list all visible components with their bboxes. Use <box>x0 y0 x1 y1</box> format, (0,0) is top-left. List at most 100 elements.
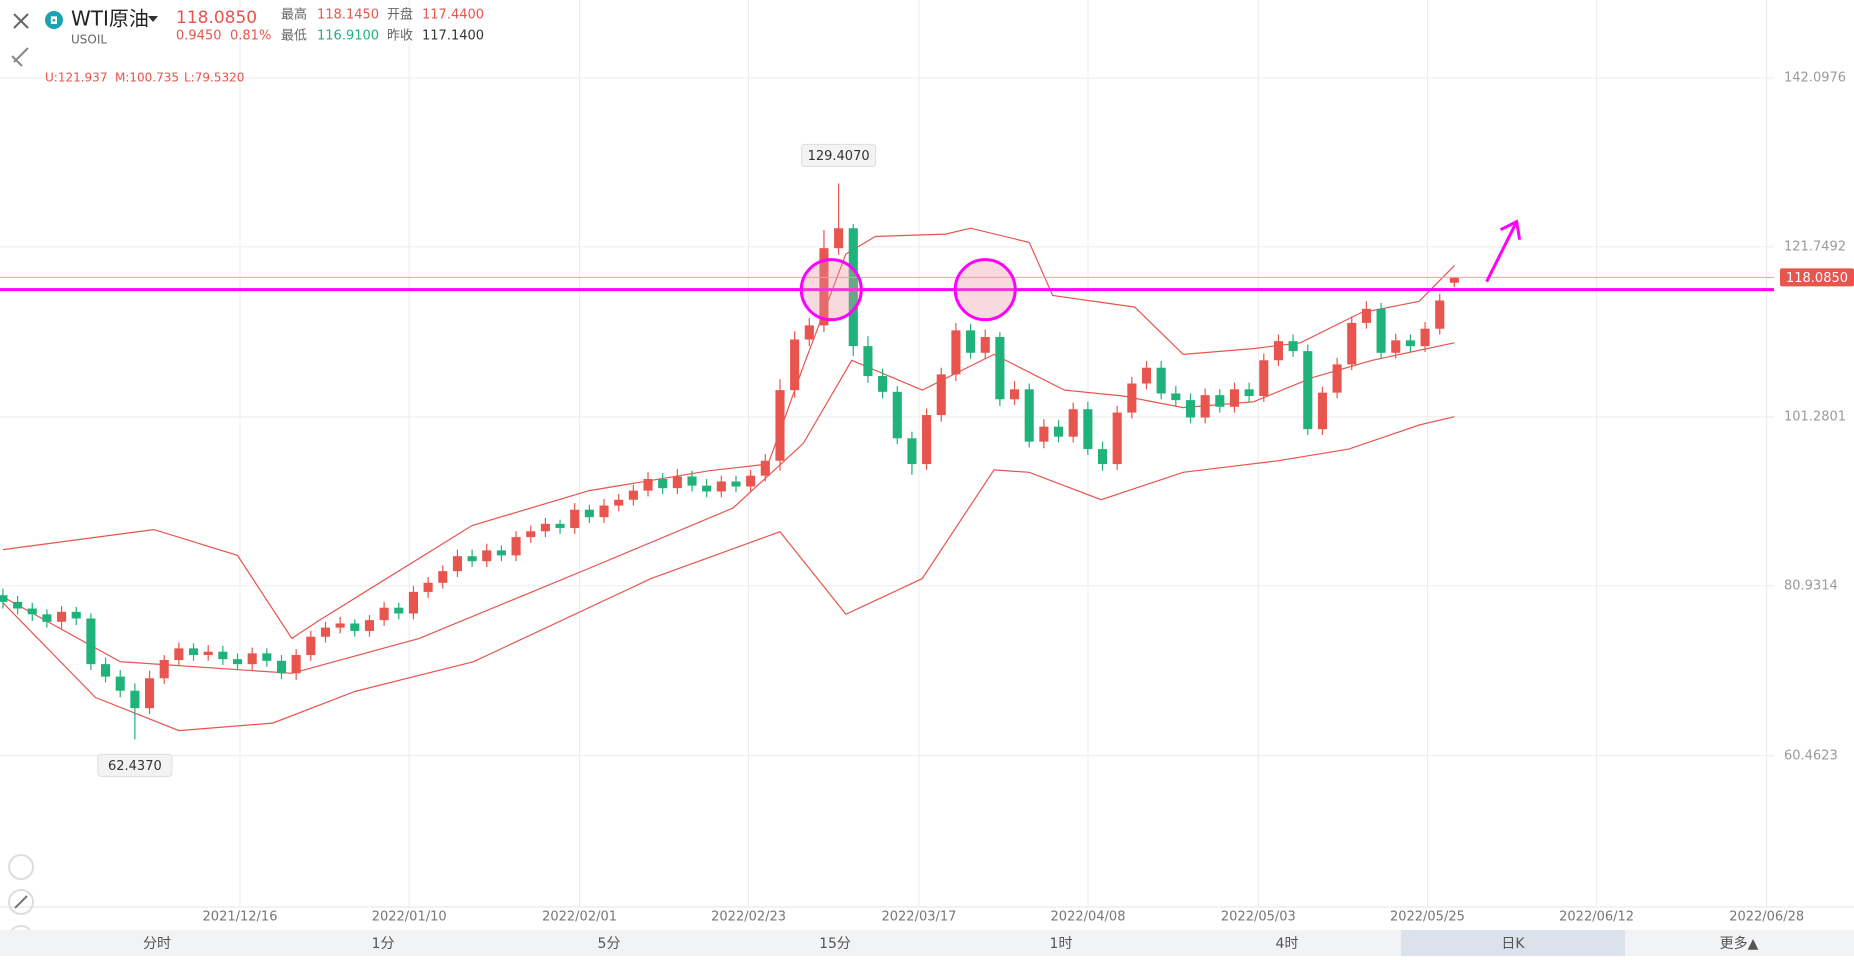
candle-body <box>1112 412 1122 465</box>
logo <box>45 11 63 29</box>
y-tick-label: 121.7492 <box>1784 239 1846 254</box>
price: 118.0850 <box>176 8 257 28</box>
candle-body <box>687 476 697 486</box>
candle-body <box>1317 392 1327 430</box>
candle-body <box>482 550 492 562</box>
close-icon[interactable] <box>13 13 29 29</box>
candle-body <box>511 537 521 556</box>
tool-button[interactable] <box>8 854 34 880</box>
tab[interactable]: 1时 <box>1050 936 1073 952</box>
candle-body <box>57 611 67 622</box>
tab[interactable]: 日K <box>1501 936 1525 952</box>
tab[interactable]: 4时 <box>1276 936 1299 952</box>
price-note: 129.4070 <box>808 149 870 164</box>
candle-body <box>247 653 257 665</box>
candle-body <box>1171 393 1181 401</box>
tab[interactable]: 分时 <box>143 936 171 952</box>
candle-body <box>320 627 331 637</box>
x-tick-label: 2022/05/03 <box>1221 910 1296 925</box>
candle-body <box>1024 389 1034 442</box>
candle-body <box>394 607 404 614</box>
candle-body <box>364 620 375 631</box>
candle-body <box>350 623 360 631</box>
candle-body <box>1347 322 1357 365</box>
pin-icon[interactable] <box>11 47 29 67</box>
candle-body <box>115 676 125 691</box>
candle-body <box>1273 341 1283 361</box>
candle-body <box>643 478 653 491</box>
tab[interactable]: 更多▲ <box>1720 935 1759 952</box>
candle-body <box>775 390 785 461</box>
candle-body <box>188 648 199 656</box>
candle-body <box>218 651 228 660</box>
stat-label: 最低 <box>281 29 307 44</box>
candle-body <box>42 614 52 622</box>
x-tick-label: 2022/06/28 <box>1729 910 1804 925</box>
candle-body <box>408 591 418 614</box>
candle-body <box>496 550 506 556</box>
candle-body <box>819 248 829 326</box>
logo-mark: ◘ <box>50 16 58 27</box>
candle-body <box>1053 426 1064 437</box>
x-tick-label: 2022/02/23 <box>711 910 786 925</box>
tab-active <box>1401 930 1625 956</box>
plot-background <box>0 0 1774 907</box>
candle-body <box>1244 389 1254 396</box>
stat-value: 118.1450 <box>317 8 379 23</box>
price-note-box <box>801 143 877 167</box>
bollinger-band <box>2 342 1455 674</box>
candle-body <box>1259 360 1269 396</box>
candle-body <box>1141 367 1152 384</box>
candle-body <box>628 490 638 500</box>
candle-body <box>1185 400 1196 418</box>
band-label: L:79.5320 <box>184 71 244 85</box>
candle-body <box>262 653 272 661</box>
candle-body <box>1083 409 1093 450</box>
candle-body <box>672 476 682 489</box>
candle-body <box>731 481 741 487</box>
candle-body <box>144 678 155 709</box>
pen-icon <box>14 895 28 909</box>
candle-body <box>101 664 111 677</box>
stat-label: 最高 <box>281 7 307 23</box>
tool-button[interactable] <box>8 889 34 915</box>
last-price-label: 118.0850 <box>1786 271 1848 286</box>
candle-body <box>423 582 433 592</box>
candle-body <box>892 391 902 439</box>
price-note: 62.4370 <box>108 759 162 774</box>
tab[interactable]: 1分 <box>372 936 395 952</box>
candle-body <box>1332 364 1342 393</box>
candle-body <box>130 690 140 709</box>
dropdown[interactable] <box>148 16 158 22</box>
candle-body <box>936 374 946 416</box>
last-price-tag <box>1780 268 1854 287</box>
tab[interactable]: 5分 <box>598 936 621 952</box>
candle-body <box>922 415 932 465</box>
candle-body <box>878 376 888 392</box>
candle-body <box>790 339 800 391</box>
candle-body <box>1376 308 1386 353</box>
candle-body <box>1200 395 1210 418</box>
change: 0.9450 <box>176 29 222 44</box>
y-tick-label: 142.0976 <box>1784 70 1846 85</box>
candle-body <box>1435 300 1445 329</box>
candle-body <box>452 556 462 572</box>
candle-body <box>174 648 184 660</box>
price-note-box <box>97 753 173 777</box>
candle-body <box>951 330 961 375</box>
header: ◘ WTI原油 USOIL 118.0850 0.9450 0.81% 最高 1… <box>11 7 484 85</box>
timeframe-tabs: 分时 1分 5分 15分 1时 4时 日K 更多▲ <box>0 930 1854 956</box>
candle-body <box>1068 409 1078 437</box>
symbol: USOIL <box>71 33 107 47</box>
candle-body <box>702 485 712 492</box>
candle-body <box>658 478 668 489</box>
candle-body <box>1229 389 1240 407</box>
candle-body <box>1215 395 1225 407</box>
candle-body <box>526 531 536 538</box>
bollinger-band <box>2 416 1455 732</box>
candle-body <box>599 505 609 518</box>
x-tick-label: 2022/01/10 <box>372 910 447 925</box>
tab[interactable]: 15分 <box>819 936 851 952</box>
